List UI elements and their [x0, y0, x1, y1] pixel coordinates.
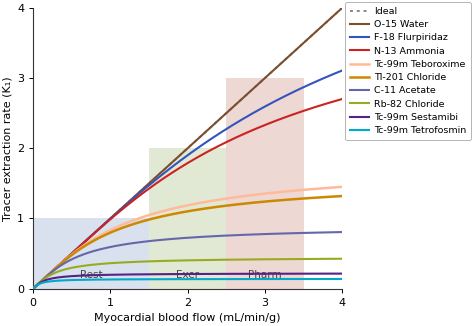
Y-axis label: Tracer extraction rate (K₁): Tracer extraction rate (K₁) — [3, 76, 13, 220]
Bar — [226, 78, 304, 289]
Text: Rest: Rest — [80, 270, 102, 280]
Legend: Ideal, O-15 Water, F-18 Flurpiridaz, N-13 Ammonia, Tc-99m Teboroxime, Tl-201 Chl: Ideal, O-15 Water, F-18 Flurpiridaz, N-1… — [346, 2, 471, 140]
Bar — [33, 218, 149, 289]
Text: Exer: Exer — [176, 270, 199, 280]
Text: Pharm: Pharm — [248, 270, 282, 280]
X-axis label: Myocardial blood flow (mL/min/g): Myocardial blood flow (mL/min/g) — [94, 313, 281, 323]
Bar — [149, 148, 226, 289]
